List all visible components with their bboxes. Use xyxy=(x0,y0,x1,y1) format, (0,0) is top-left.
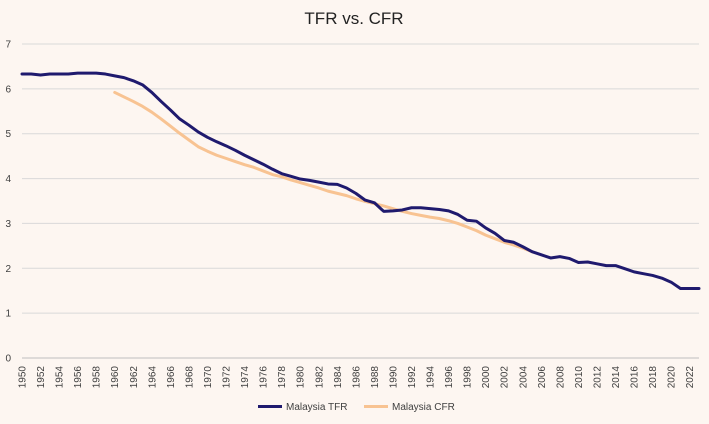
x-tick-label: 1974 xyxy=(240,366,251,389)
x-tick-label: 2016 xyxy=(630,366,641,389)
x-tick-label: 1994 xyxy=(426,366,437,389)
x-tick-label: 1966 xyxy=(166,366,177,389)
legend-label: Malaysia CFR xyxy=(392,402,455,413)
x-tick-label: 2000 xyxy=(481,366,492,389)
x-tick-label: 1954 xyxy=(55,366,66,389)
x-tick-label: 1980 xyxy=(296,366,307,389)
x-tick-label: 2008 xyxy=(555,366,566,389)
gridlines xyxy=(22,43,699,359)
x-tick-label: 2012 xyxy=(592,366,603,389)
x-tick-label: 1972 xyxy=(222,366,233,389)
x-tick-label: 1964 xyxy=(147,366,158,389)
y-tick-label: 4 xyxy=(5,174,11,185)
x-tick-label: 1960 xyxy=(110,366,121,389)
x-tick-label: 1956 xyxy=(73,366,84,389)
chart-title: TFR vs. CFR xyxy=(304,9,403,28)
x-tick-label: 1984 xyxy=(333,366,344,389)
series-line-malaysia-cfr xyxy=(113,90,534,254)
x-tick-label: 1968 xyxy=(184,366,195,389)
x-tick-label: 2022 xyxy=(685,366,696,389)
series-line-malaysia-tfr xyxy=(20,71,701,290)
x-tick-label: 2002 xyxy=(500,366,511,389)
x-tick-label: 1986 xyxy=(351,366,362,389)
legend: Malaysia TFR Malaysia CFR xyxy=(258,402,455,413)
y-tick-label: 2 xyxy=(5,264,11,275)
x-tick-label: 2006 xyxy=(537,366,548,389)
x-tick-label: 2018 xyxy=(648,366,659,389)
x-tick-label: 1988 xyxy=(370,366,381,389)
x-tick-label: 1978 xyxy=(277,366,288,389)
y-tick-label: 5 xyxy=(5,129,11,140)
x-tick-label: 1998 xyxy=(463,366,474,389)
y-tick-label: 6 xyxy=(5,84,11,95)
x-tick-label: 1982 xyxy=(314,366,325,389)
x-tick-label: 1996 xyxy=(444,366,455,389)
legend-label: Malaysia TFR xyxy=(286,402,348,413)
x-tick-label: 1962 xyxy=(129,366,140,389)
y-tick-label: 3 xyxy=(5,219,11,230)
x-tick-label: 1990 xyxy=(388,366,399,389)
y-tick-label: 7 xyxy=(5,40,11,51)
x-tick-label: 1970 xyxy=(203,366,214,389)
x-tick-label: 1958 xyxy=(92,366,103,389)
x-tick-label: 2020 xyxy=(667,366,678,389)
x-tick-label: 2014 xyxy=(611,366,622,389)
x-tick-label: 1952 xyxy=(36,366,47,389)
y-axis-ticks: 0 1 2 3 4 5 6 7 xyxy=(5,40,11,365)
x-axis-ticks: 1950 1952 1954 1956 1958 1960 1962 1964 1966 1968… xyxy=(18,366,697,389)
x-tick-label: 2010 xyxy=(574,366,585,389)
x-tick-label: 1950 xyxy=(18,366,29,389)
y-tick-label: 1 xyxy=(5,309,11,320)
y-tick-label: 0 xyxy=(5,354,11,365)
x-tick-label: 1976 xyxy=(259,366,270,389)
x-tick-label: 1992 xyxy=(407,366,418,389)
x-tick-label: 2004 xyxy=(518,366,529,389)
series-lines xyxy=(20,71,701,290)
